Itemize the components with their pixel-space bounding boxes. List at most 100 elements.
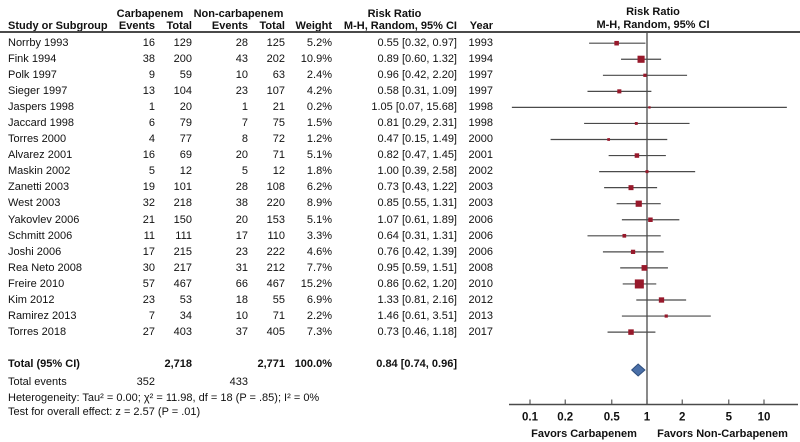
study-cell-n_total: 72	[272, 133, 285, 146]
study-cell-n_total: 125	[266, 37, 285, 50]
study-cell-n_events: 43	[235, 53, 248, 66]
study-cell-c_total: 111	[175, 229, 192, 242]
study-cell-year: 2006	[468, 245, 493, 258]
study-row: Jaccard 1998 6 79 7 75 1.5% 0.81 [0.29, 2.31] 1…	[8, 115, 493, 131]
study-row: Norrby 1993 16 129 28 125 5.2% 0.55 [0.32, 0.9…	[8, 35, 493, 51]
study-cell-c_total: 69	[179, 149, 192, 162]
study-cell-c_total: 150	[173, 213, 192, 226]
study-cell-rr_text: 1.05 [0.07, 15.68]	[371, 101, 457, 114]
study-cell-year: 2012	[468, 293, 493, 306]
study-cell-n_events: 17	[235, 229, 248, 242]
study-cell-year: 2002	[468, 165, 493, 178]
study-cell-rr_text: 0.85 [0.55, 1.31]	[377, 197, 457, 210]
study-cell-name: Jaccard 1998	[8, 117, 75, 130]
study-cell-name: Joshi 2006	[8, 245, 62, 258]
study-cell-rr_text: 0.76 [0.42, 1.39]	[377, 245, 457, 258]
study-cell-year: 1997	[468, 85, 493, 98]
study-cell-c_events: 21	[142, 213, 155, 226]
axis-tick-label: 5	[726, 412, 733, 424]
overall-effect-note: Test for overall effect: z = 2.57 (P = .…	[8, 406, 201, 418]
effect-square	[634, 153, 640, 158]
study-cell-n_total: 108	[266, 181, 285, 194]
study-cell-year: 2001	[468, 149, 493, 162]
study-cell-n_events: 7	[241, 117, 248, 130]
study-cell-weight: 5.2%	[306, 37, 332, 50]
study-cell-name: Norrby 1993	[8, 37, 69, 50]
study-cell-c_events: 1	[148, 101, 155, 114]
effect-square	[614, 40, 619, 46]
study-row: Rea Neto 2008 30 217 31 212 7.7% 0.95 [0.59, 1…	[8, 260, 493, 276]
study-cell-rr_text: 1.33 [0.81, 2.16]	[377, 293, 457, 306]
study-row: Maskin 2002 5 12 5 12 1.8% 1.00 [0.39, 2.58] 20…	[8, 163, 493, 179]
col-header-weight: Weight	[295, 19, 332, 32]
study-cell-n_total: 202	[266, 53, 285, 66]
study-cell-rr_text: 0.82 [0.47, 1.45]	[377, 149, 457, 162]
total-n-events: 433	[229, 376, 248, 389]
study-cell-n_total: 21	[272, 101, 285, 114]
study-row: Torres 2000 4 77 8 72 1.2% 0.47 [0.15, 1.49] 20…	[8, 131, 493, 147]
study-cell-c_total: 215	[173, 245, 192, 258]
axis-tick-label: 0.2	[557, 412, 573, 424]
study-cell-n_total: 212	[266, 261, 285, 274]
study-cell-name: Freire 2010	[8, 277, 65, 290]
study-cell-n_total: 107	[266, 85, 285, 98]
total-label: Total (95% CI)	[8, 358, 80, 371]
effect-square	[641, 265, 648, 271]
effect-square	[617, 89, 622, 94]
header-divider	[0, 31, 800, 33]
study-cell-n_total: 405	[266, 325, 285, 338]
col-header-n-events: Events	[211, 19, 248, 32]
study-cell-c_total: 20	[179, 101, 192, 114]
study-row: Freire 2010 57 467 66 467 15.2% 0.86 [0.62, 1.…	[8, 276, 493, 292]
study-cell-n_events: 8	[241, 133, 248, 146]
study-cell-year: 1993	[468, 37, 493, 50]
study-row: Yakovlev 2006 21 150 20 153 5.1% 1.07 [0.61, 1…	[8, 212, 493, 228]
effect-square	[648, 106, 651, 109]
study-cell-weight: 4.6%	[306, 245, 332, 258]
study-row: Zanetti 2003 19 101 28 108 6.2% 0.73 [0.43, 1.…	[8, 179, 493, 195]
study-cell-n_total: 220	[266, 197, 285, 210]
col-header-mh: M-H, Random, 95% CI	[343, 19, 457, 32]
study-row: Schmitt 2006 11 111 17 110 3.3% 0.64 [0.31, 1.…	[8, 228, 493, 244]
total-n-total: 2,771	[257, 358, 285, 371]
study-cell-c_total: 59	[179, 69, 192, 82]
study-cell-c_events: 23	[142, 293, 155, 306]
study-cell-weight: 6.9%	[306, 293, 332, 306]
study-cell-c_total: 53	[179, 293, 192, 306]
study-cell-n_events: 28	[235, 37, 248, 50]
study-cell-weight: 8.9%	[306, 197, 332, 210]
study-cell-c_events: 32	[142, 197, 155, 210]
study-cell-weight: 4.2%	[306, 85, 332, 98]
study-cell-weight: 2.4%	[306, 69, 332, 82]
total-events-label: Total events	[8, 376, 67, 389]
study-cell-year: 2017	[468, 325, 493, 338]
study-cell-c_total: 217	[173, 261, 192, 274]
total-events-row: Total events 352 433	[8, 374, 493, 390]
study-cell-n_total: 55	[272, 293, 285, 306]
study-cell-n_total: 71	[272, 309, 285, 322]
study-cell-weight: 5.1%	[306, 213, 332, 226]
group-header-noncarbapenem: Non-carbapenem	[193, 8, 284, 20]
study-cell-c_events: 38	[142, 53, 155, 66]
study-cell-rr_text: 0.47 [0.15, 1.49]	[377, 133, 457, 146]
study-cell-year: 2003	[468, 181, 493, 194]
study-row: Ramirez 2013 7 34 10 71 2.2% 1.46 [0.61, 3.51]…	[8, 308, 493, 324]
study-cell-n_total: 12	[272, 165, 285, 178]
study-cell-year: 2000	[468, 133, 493, 146]
study-cell-n_events: 23	[235, 85, 248, 98]
study-cell-n_events: 10	[235, 69, 248, 82]
study-row: Joshi 2006 17 215 23 222 4.6% 0.76 [0.42, 1.39…	[8, 244, 493, 260]
study-cell-n_events: 20	[235, 149, 248, 162]
total-c-events: 352	[136, 376, 155, 389]
study-cell-name: Polk 1997	[8, 69, 57, 82]
effect-square	[637, 55, 645, 63]
group-header-carbapenem: Carbapenem	[116, 8, 184, 20]
study-cell-c_events: 17	[142, 245, 155, 258]
study-cell-rr_text: 1.07 [0.61, 1.89]	[377, 213, 457, 226]
total-row: Total (95% CI) 2,718 2,771 100.0% 0.84 […	[8, 356, 493, 372]
effect-square	[634, 279, 644, 289]
study-cell-c_events: 19	[142, 181, 155, 194]
study-cell-c_total: 218	[173, 197, 192, 210]
study-cell-n_events: 5	[241, 165, 248, 178]
